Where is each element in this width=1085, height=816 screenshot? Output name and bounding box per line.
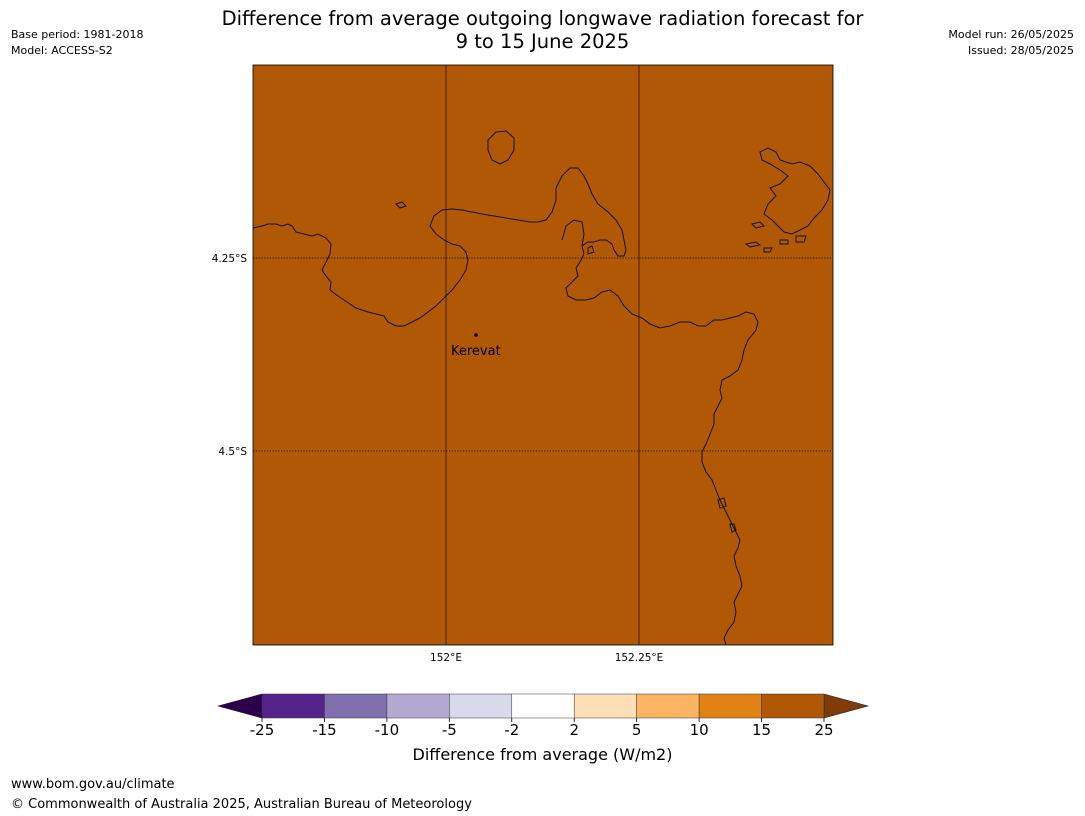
island-north: [487, 130, 515, 165]
colorbar-tick-label: 10: [690, 721, 709, 739]
footer-url: www.bom.gov.au/climate: [11, 777, 175, 792]
islet-inner: [587, 245, 595, 255]
base-period-text: Base period: 1981-2018: [11, 28, 144, 41]
colorbar-under-arrow: [216, 693, 263, 719]
colorbar-segment: [761, 693, 825, 719]
footer-copyright: © Commonwealth of Australia 2025, Austra…: [11, 797, 472, 812]
islet-ne-5: [795, 235, 807, 243]
place-label-kerevat: Kerevat: [451, 344, 501, 359]
colorbar-label: Difference from average (W/m2): [412, 745, 673, 764]
title-line-2: 9 to 15 June 2025: [455, 30, 630, 53]
colorbar-over-arrow: [823, 693, 870, 719]
coastlines: [252, 130, 831, 646]
forecast-anomaly-fill: [252, 64, 834, 646]
colorbar-tick-label: 5: [632, 721, 642, 739]
colorbar-tick-label: -2: [504, 721, 519, 739]
islet-ne-2: [744, 241, 762, 248]
colorbar-tick-label: -5: [442, 721, 457, 739]
colorbar-segment: [449, 693, 513, 719]
colorbar-tick-label: -15: [312, 721, 337, 739]
colorbar-segments: [261, 693, 825, 719]
colorbar-tick-label: -10: [375, 721, 400, 739]
islet-coast-2: [729, 523, 737, 533]
colorbar-segment: [261, 693, 325, 719]
map-panel: Kerevat 4.25°S 4.5°S 152°E 152.25°E: [212, 64, 834, 664]
colorbar-tick-label: -25: [250, 721, 275, 739]
header-meta-right: Model run: 26/05/2025 Issued: 28/05/2025: [948, 27, 1074, 59]
lat-label-4-25s: 4.25°S: [212, 253, 248, 265]
colorbar-segment: [386, 693, 450, 719]
colorbar-ticks: -25 -15 -10 -5 -2 2 5 10 15 25: [250, 718, 834, 739]
island-small-west: [395, 201, 407, 209]
islet-ne-4: [779, 239, 789, 245]
colorbar-tick-label: 2: [569, 721, 579, 739]
model-run-text: Model run: 26/05/2025: [948, 28, 1074, 41]
model-text: Model: ACCESS-S2: [11, 44, 113, 57]
kerevat-marker: [474, 333, 478, 337]
islet-ne-3: [763, 247, 773, 253]
colorbar-tick-label: 15: [752, 721, 771, 739]
header-meta-left: Base period: 1981-2018 Model: ACCESS-S2: [11, 27, 143, 59]
colorbar-segment: [573, 693, 637, 719]
colorbar: -25 -15 -10 -5 -2 2 5 10 15 25: [216, 693, 870, 739]
colorbar-segment: [324, 693, 388, 719]
colorbar-tick-label: 25: [814, 721, 833, 739]
lat-label-4-5s: 4.5°S: [218, 446, 247, 458]
islands-northeast: [759, 147, 831, 235]
lon-label-152e: 152°E: [430, 652, 462, 664]
issued-text: Issued: 28/05/2025: [967, 44, 1074, 57]
islet-ne-1: [751, 221, 765, 229]
colorbar-segment: [698, 693, 762, 719]
lon-label-152-25e: 152.25°E: [615, 652, 664, 664]
footer: www.bom.gov.au/climate © Commonwealth of…: [11, 775, 472, 815]
coastline-main: [252, 167, 759, 646]
colorbar-segment: [636, 693, 700, 719]
islet-coast-1: [717, 497, 727, 509]
peninsula-inner: [561, 219, 585, 247]
title-line-1: Difference from average outgoing longwav…: [221, 7, 864, 30]
colorbar-segment: [511, 693, 575, 719]
map-title: Difference from average outgoing longwav…: [0, 7, 1085, 53]
